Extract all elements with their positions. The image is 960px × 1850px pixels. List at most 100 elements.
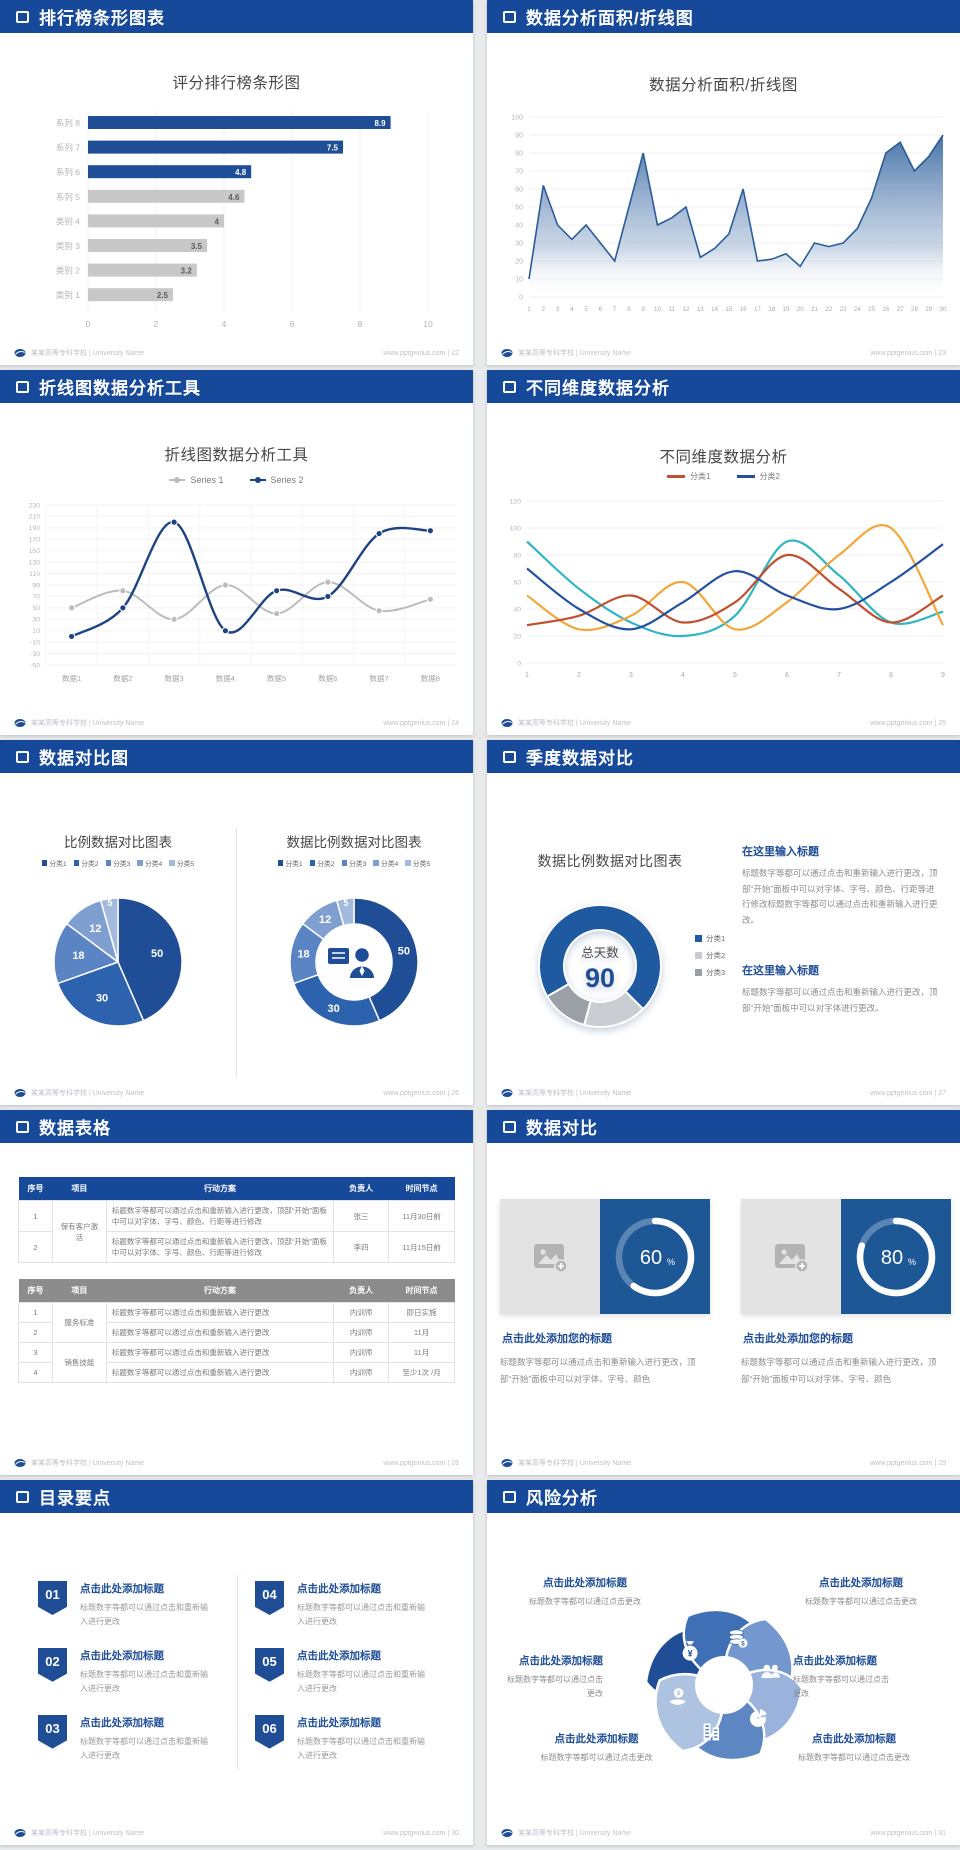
chart-title: 数据比例数据对比图表: [537, 853, 683, 869]
footer-site-page: www.pptgenius.com | 27: [870, 1090, 946, 1097]
header-square-icon: [16, 380, 29, 393]
slide-content: 数据比例数据对比图表 总天数 90 分类1 分类2 分类3 在这里输入标题 标题数字等都可以通…: [487, 773, 960, 1105]
item-text: 点击此处添加标题 标题数字等都可以通过点击和重新输入进行更改: [80, 1715, 212, 1764]
svg-text:4.6: 4.6: [228, 193, 240, 202]
risk-label: 点击此处添加标题 标题数字等都可以通过点击更改: [519, 1731, 674, 1765]
legend-item: 分类4: [373, 858, 398, 868]
slide-5[interactable]: 数据对比图 比例数据对比图表 分类1 分类2 分类3 分类4 分类5 50 30 18 12 5 数据比…: [0, 740, 473, 1105]
svg-text:数据7: 数据7: [370, 673, 389, 683]
slide-1[interactable]: 排行榜条形图表 评分排行榜条形图 0 2 4 6 8 10 系列 8 8.9 系列 7 7.5 系列 6…: [0, 0, 473, 365]
percent-box: 60%: [600, 1199, 710, 1314]
footer-school-text: 某某高等专科学校 | University Name: [31, 1090, 145, 1097]
svg-text:类别 2: 类别 2: [56, 266, 80, 276]
svg-text:5: 5: [733, 672, 737, 679]
risk-label-title: 点击此处添加标题: [812, 1733, 896, 1745]
table-cell: 标题数字等都可以通过点击和重新输入进行更改: [105, 1362, 335, 1383]
slide-7[interactable]: 数据表格 序号 项目 行动方案 负责人 时间节点 1 保有客户激活 标题数字等都可以通过点击和重…: [0, 1110, 473, 1475]
slide-header-title: 排行榜条形图表: [39, 9, 165, 28]
svg-text:¥: ¥: [677, 1691, 681, 1698]
risk-label-title: 点击此处添加标题: [554, 1733, 639, 1745]
column-header: 项目: [52, 1279, 107, 1303]
svg-text:系列 5: 系列 5: [56, 192, 80, 202]
item-text: 点击此处添加标题 标题数字等都可以通过点击和重新输入进行更改: [80, 1581, 212, 1630]
slide-header-title: 数据对比: [526, 1119, 598, 1138]
slide-header: 目录要点: [0, 1480, 473, 1513]
svg-text:28: 28: [911, 306, 918, 313]
svg-text:0: 0: [519, 295, 523, 302]
table-row: 1 保有客户激活 标题数字等都可以通过点击和重新输入进行更改，顶部“开始”面板中可以…: [18, 1200, 455, 1263]
svg-text:¥: ¥: [688, 1649, 693, 1659]
slide-header: 数据对比: [487, 1110, 960, 1143]
school-logo-icon: [501, 1089, 513, 1097]
slide-8[interactable]: 数据对比 60% 点击此处添加您的标题 标题数字等都可以通过点击和重新输入进行更改，顶…: [487, 1110, 960, 1475]
catalog-item: 02 点击此处添加标题 标题数字等都可以通过点击和重新输入进行更改: [38, 1647, 223, 1697]
footer-school-text: 某某高等专科学校 | University Name: [518, 1090, 632, 1097]
footer-site-page: www.pptgenius.com | 22: [383, 350, 459, 357]
footer-page-number: 28: [451, 1459, 459, 1467]
legend-item: Series 1: [169, 475, 224, 485]
svg-text:0: 0: [517, 660, 521, 667]
chart-title: 数据比例数据对比图表: [286, 835, 422, 850]
pie-panel: 比例数据对比图表 分类1 分类2 分类3 分类4 分类5 50 30 18 12 5: [0, 831, 236, 1044]
item-text: 点击此处添加标题 标题数字等都可以通过点击和重新输入进行更改: [297, 1715, 429, 1764]
svg-text:7: 7: [837, 672, 841, 679]
chart-legend: 分类1 分类2 分类3 分类4 分类5: [277, 858, 430, 868]
chart-title: 不同维度数据分析: [659, 449, 788, 466]
svg-text:系列 8: 系列 8: [56, 118, 80, 128]
donut-center-value: 90: [585, 963, 615, 993]
block-title: 在这里输入标题: [742, 846, 819, 858]
slide-10[interactable]: 风险分析 ¥ $ ¥ 点击此处添加标题 标题数字等都可以通过点击更改 点击此处添加标题 标题数…: [487, 1480, 960, 1845]
svg-text:120: 120: [510, 498, 522, 505]
svg-text:8.9: 8.9: [374, 119, 386, 128]
svg-text:%: %: [908, 1257, 916, 1267]
school-logo-icon: [14, 1089, 26, 1097]
slide-9[interactable]: 目录要点 01 点击此处添加标题 标题数字等都可以通过点击和重新输入进行更改 02 点击此…: [0, 1480, 473, 1845]
table-cell: 11月: [388, 1322, 455, 1343]
image-placeholder: [741, 1199, 841, 1314]
slide-4[interactable]: 不同维度数据分析 不同维度数据分析 分类1 分类2 0 20 40 60 80 100 120 1 2 3…: [487, 370, 960, 735]
school-logo-icon: [14, 1459, 26, 1467]
slide-header: 排行榜条形图表: [0, 0, 473, 33]
footer-school-text: 某某高等专科学校 | University Name: [518, 1460, 632, 1467]
school-logo-icon: [501, 719, 513, 727]
slide-header-title: 数据分析面积/折线图: [526, 9, 694, 28]
slide-header-title: 目录要点: [39, 1489, 111, 1508]
footer-school-text: 某某高等专科学校 | University Name: [31, 720, 145, 727]
risk-label: 点击此处添加标题 标题数字等都可以通过点击更改: [503, 1653, 603, 1702]
table-cell: 标题数字等都可以通过点击和重新输入进行更改: [105, 1302, 335, 1323]
school-logo-icon: [14, 719, 26, 727]
table-cell: 2: [18, 1322, 53, 1343]
svg-text:类别 3: 类别 3: [56, 241, 80, 251]
header-square-icon: [503, 750, 516, 763]
item-title: 点击此处添加标题: [297, 1649, 381, 1662]
footer-school-text: 某某高等专科学校 | University Name: [518, 720, 632, 727]
footer-site-page: www.pptgenius.com | 30: [383, 1830, 459, 1837]
slide-header: 数据分析面积/折线图: [487, 0, 960, 33]
percent-value: 60: [640, 1247, 662, 1269]
slide-3[interactable]: 折线图数据分析工具 折线图数据分析工具 Series 1 Series 2 -50 -30…: [0, 370, 473, 735]
catalog-item: 04 点击此处添加标题 标题数字等都可以通过点击和重新输入进行更改: [255, 1581, 440, 1630]
building-icon: [703, 1723, 720, 1741]
footer-separator: |: [445, 1089, 452, 1097]
svg-text:190: 190: [29, 525, 41, 532]
legend-item: Series 2: [249, 475, 304, 485]
header-square-icon: [503, 10, 516, 23]
slide-2[interactable]: 数据分析面积/折线图 数据分析面积/折线图 0 10 20 30 40 50 60 70 80 90 1…: [487, 0, 960, 365]
footer-school: 某某高等专科学校 | University Name: [14, 1088, 144, 1098]
slide-6[interactable]: 季度数据对比 数据比例数据对比图表 总天数 90 分类1 分类2 分类3 在这里输入标题 标题数…: [487, 740, 960, 1105]
money-bag-icon: ¥: [682, 1641, 698, 1661]
svg-text:100: 100: [511, 115, 523, 122]
item-number-badge: 02: [38, 1647, 67, 1682]
action-table-2: 序号 项目 行动方案 负责人 时间节点 1 服务标准 标题数字等都可以通过点击和重新输入进行更…: [18, 1279, 455, 1383]
svg-text:210: 210: [29, 514, 41, 521]
footer-school: 某某高等专科学校 | University Name: [501, 1088, 631, 1098]
svg-text:230: 230: [29, 502, 41, 509]
risk-label-body: 标题数字等都可以通过点击更改: [507, 1675, 603, 1699]
catalog-column: 01 点击此处添加标题 标题数字等都可以通过点击和重新输入进行更改 02 点击此处添加标…: [38, 1581, 223, 1781]
column-header: 行动方案: [106, 1279, 334, 1303]
svg-text:40: 40: [513, 606, 521, 613]
item-number-badge: 05: [255, 1647, 284, 1682]
svg-text:25: 25: [868, 306, 875, 313]
donut-chart: 50 30 18 12 5: [289, 897, 419, 1027]
